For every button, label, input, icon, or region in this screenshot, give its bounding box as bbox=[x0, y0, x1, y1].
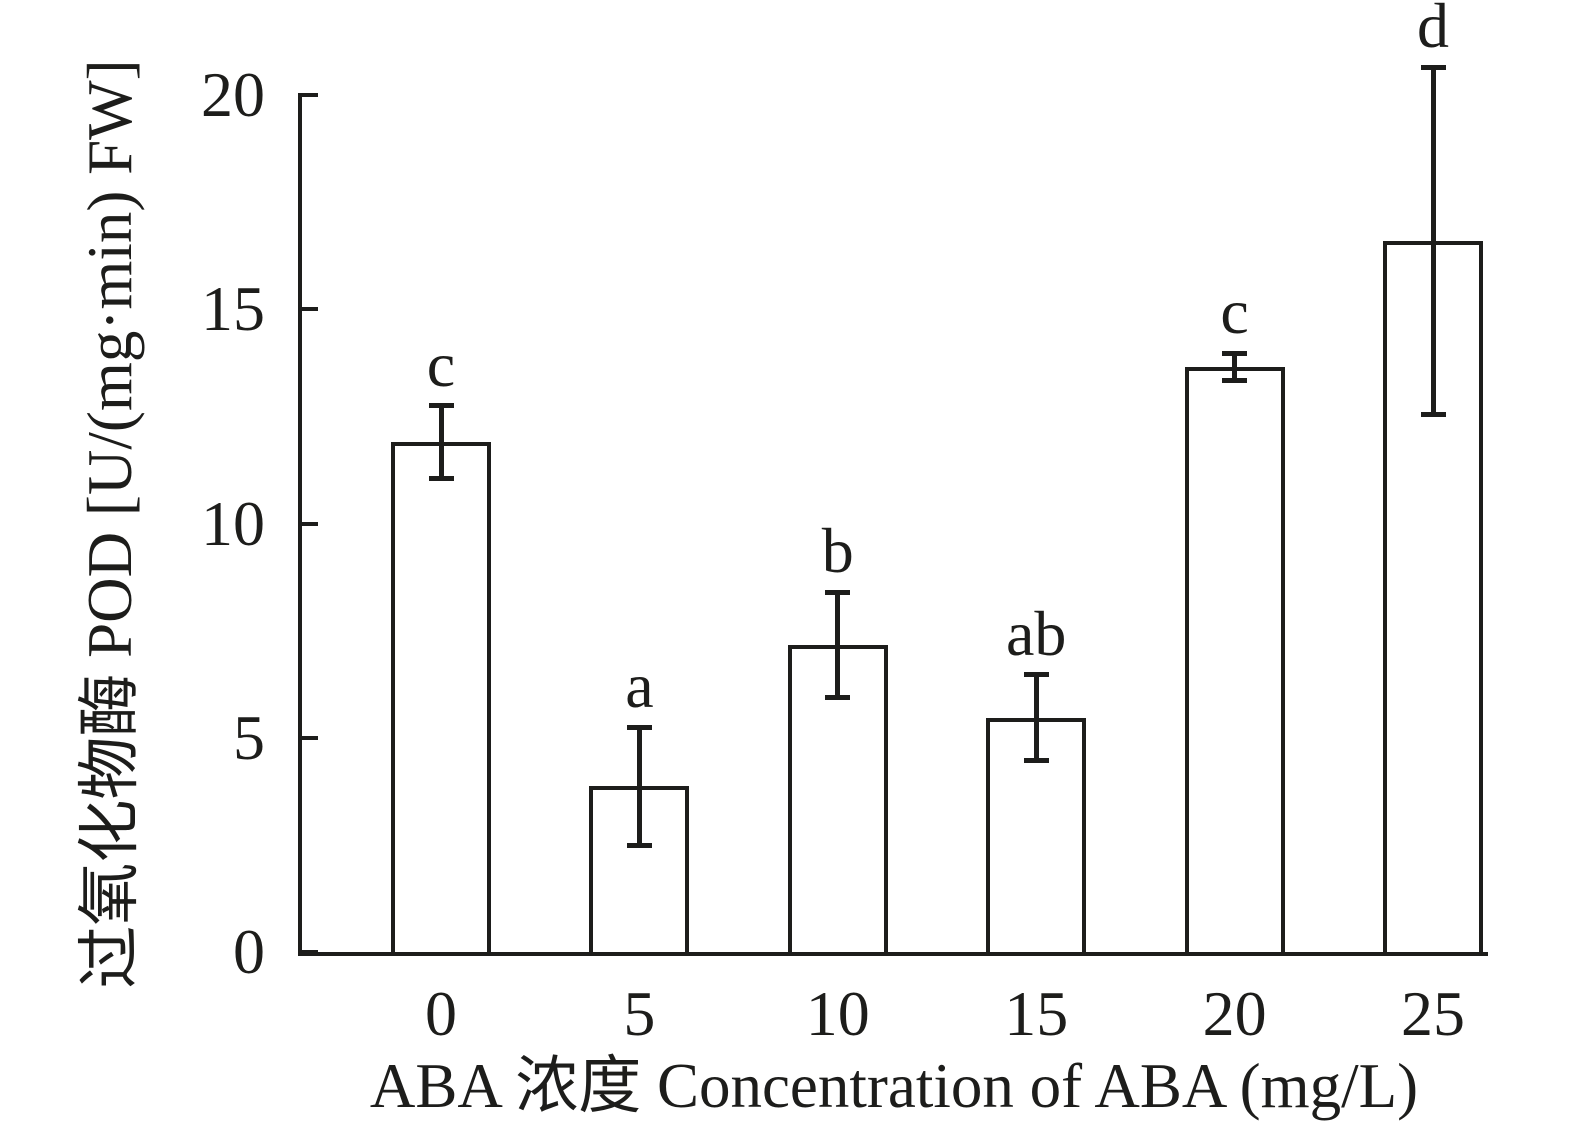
error-bar-top-cap bbox=[626, 724, 652, 730]
bar bbox=[1184, 367, 1285, 952]
x-tick-label: 15 bbox=[1004, 978, 1069, 1049]
error-bar-top-cap bbox=[428, 403, 454, 409]
y-axis-line bbox=[298, 93, 302, 956]
y-tick bbox=[302, 521, 318, 526]
x-tick-label: 10 bbox=[805, 978, 870, 1049]
error-bar-bottom-cap bbox=[1023, 757, 1049, 763]
significance-label: d bbox=[1417, 0, 1449, 62]
y-tick bbox=[302, 950, 318, 954]
bar bbox=[391, 442, 491, 952]
error-bar-bottom-cap bbox=[825, 694, 851, 700]
error-bar-stem bbox=[1430, 67, 1436, 415]
error-bar-bottom-cap bbox=[626, 842, 652, 848]
significance-label: b bbox=[821, 515, 854, 587]
error-bar-stem bbox=[1033, 674, 1039, 761]
y-tick bbox=[302, 307, 318, 312]
y-tick-label: 0 bbox=[233, 916, 265, 987]
y-tick bbox=[302, 93, 318, 97]
error-bar-stem bbox=[835, 592, 841, 698]
significance-label: ab bbox=[1005, 597, 1067, 669]
x-axis-title: ABA 浓度 Concentration of ABA (mg/L) bbox=[369, 1051, 1419, 1121]
y-tick-label: 20 bbox=[201, 59, 265, 130]
bar bbox=[787, 644, 888, 952]
x-axis-line bbox=[298, 952, 1488, 956]
error-bar-top-cap bbox=[1023, 672, 1049, 678]
error-bar-stem bbox=[1232, 353, 1238, 381]
error-bar-top-cap bbox=[1222, 350, 1248, 356]
y-tick-label: 15 bbox=[201, 273, 265, 345]
y-tick-label: 10 bbox=[201, 487, 265, 559]
x-tick-label: 5 bbox=[623, 978, 656, 1049]
error-bar-stem bbox=[636, 727, 642, 846]
x-tick-label: 0 bbox=[425, 978, 457, 1049]
error-bar-bottom-cap bbox=[1420, 411, 1446, 417]
error-bar-top-cap bbox=[825, 589, 851, 595]
error-bar-bottom-cap bbox=[1222, 378, 1248, 384]
significance-label: c bbox=[1220, 276, 1249, 348]
error-bar-top-cap bbox=[1420, 64, 1446, 70]
error-bar-bottom-cap bbox=[428, 476, 454, 481]
significance-label: c bbox=[426, 328, 456, 400]
y-tick bbox=[302, 735, 318, 740]
x-tick-label: 25 bbox=[1401, 978, 1465, 1049]
error-bar-stem bbox=[438, 405, 444, 479]
x-tick-label: 20 bbox=[1202, 978, 1267, 1049]
significance-label: a bbox=[625, 650, 654, 722]
y-tick-label: 5 bbox=[233, 701, 265, 773]
